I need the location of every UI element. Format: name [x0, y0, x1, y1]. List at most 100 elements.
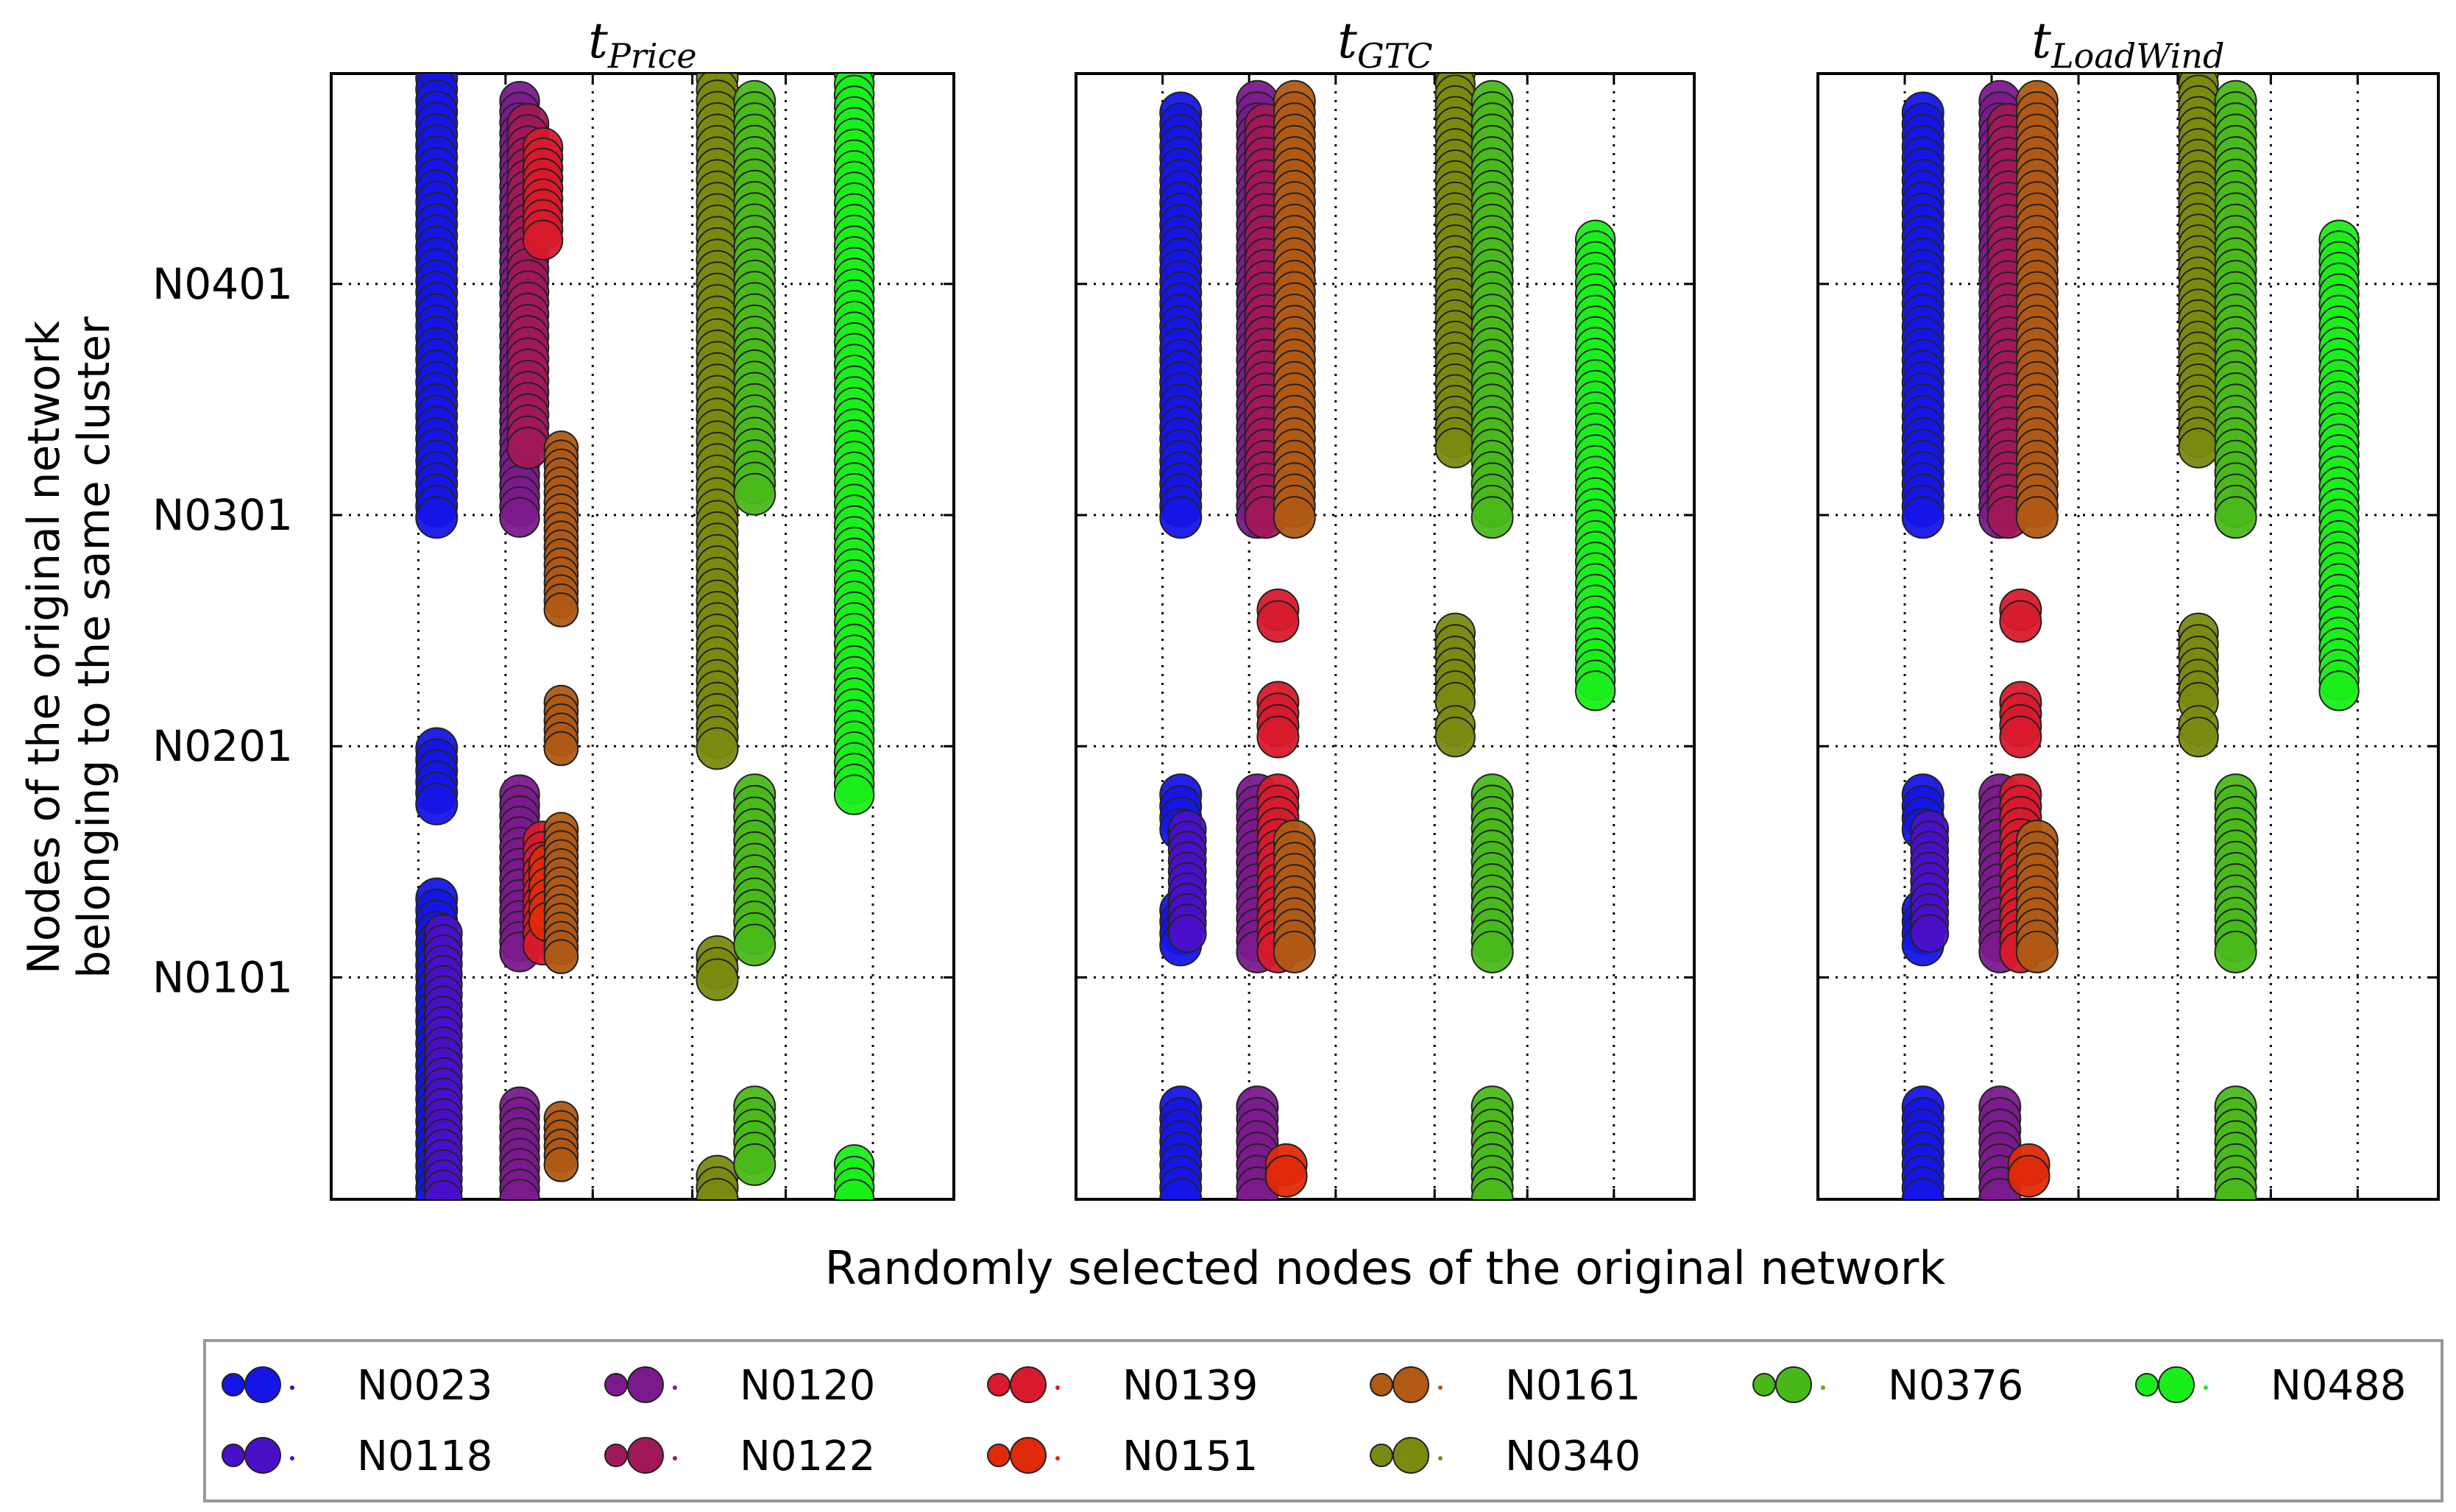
legend-marker-dot [673, 1385, 677, 1390]
legend-label: N0151 [1122, 1433, 1258, 1480]
legend-item-N0139: N0139 [987, 1362, 1258, 1410]
legend-item-N0340: N0340 [1370, 1433, 1641, 1480]
legend-marker-large [627, 1366, 664, 1403]
legend-label: N0118 [357, 1433, 492, 1480]
series-N0151 [1264, 1143, 1308, 1198]
legend-marker-small [1370, 1373, 1393, 1396]
y-axis-label: Nodes of the original network belonging … [18, 316, 120, 979]
data-point [2214, 1178, 2257, 1199]
panel-markers [1159, 74, 1616, 1199]
legend-item-N0120: N0120 [604, 1362, 875, 1410]
series-N0340 [2178, 74, 2219, 758]
panel-1: N0101 N0201 N0301 N0401 tPrice [152, 13, 955, 1201]
y-axis-label-line-1: Nodes of the original network [18, 321, 70, 975]
y-tick-label: N0301 [152, 490, 293, 540]
legend-item-N0376: N0376 [1752, 1362, 2023, 1410]
data-point [506, 426, 550, 469]
legend-marker-large [244, 1437, 281, 1474]
series-N0118 [423, 914, 463, 1199]
legend-label: N0023 [357, 1362, 492, 1410]
legend-marker-dot [2204, 1385, 2208, 1390]
legend-marker-small [1370, 1444, 1393, 1467]
series-N0488 [1574, 219, 1616, 711]
legend-marker-large [1392, 1366, 1429, 1403]
data-point [2318, 670, 2360, 711]
data-point [415, 496, 459, 539]
data-point [1256, 600, 1300, 643]
series-N0376 [1471, 79, 1514, 1199]
data-point [1471, 496, 1514, 539]
data-point [543, 731, 579, 767]
data-point [499, 497, 540, 538]
legend-marker-small [987, 1373, 1011, 1396]
legend-marker-large [1010, 1437, 1047, 1474]
data-point [1471, 930, 1514, 973]
data-point [2015, 496, 2059, 539]
data-point [1901, 496, 1944, 539]
series-N0488 [2318, 219, 2360, 711]
panel-title-base: t [588, 13, 608, 69]
data-point [1159, 1178, 1203, 1199]
panel-3: tLoadWind [1816, 13, 2440, 1201]
legend-marker-small [604, 1373, 628, 1396]
panel-title-subscript: Price [607, 36, 697, 76]
series-N0118 [1910, 809, 1950, 954]
series-N0340 [696, 74, 739, 1199]
panel-title: tPrice [588, 13, 696, 76]
panel-2: tGTC [1075, 13, 1696, 1201]
data-point [415, 782, 459, 826]
legend-label: N0122 [740, 1433, 875, 1480]
panel-title-subscript: LoadWind [2050, 36, 2224, 76]
data-point [696, 958, 739, 1001]
legend-item-N0151: N0151 [987, 1433, 1258, 1480]
legend-marker-dot [1055, 1456, 1060, 1460]
data-point [1273, 496, 1316, 539]
legend-marker-dot [290, 1456, 294, 1460]
legend-marker-dot [1055, 1385, 1060, 1390]
data-point [2178, 716, 2219, 758]
data-point [733, 1143, 776, 1186]
series-N0151 [2007, 1143, 2050, 1198]
series-N0340 [1434, 74, 1476, 758]
x-axis-label: Randomly selected nodes of the original … [825, 1241, 1946, 1295]
data-point [696, 1178, 739, 1199]
data-point [733, 472, 776, 516]
legend-marker-small [222, 1444, 245, 1467]
data-point [543, 939, 579, 974]
data-point [1999, 715, 2042, 759]
legend-item-N0161: N0161 [1370, 1362, 1641, 1410]
legend-marker-dot [290, 1385, 294, 1390]
y-tick-label: N0101 [152, 952, 293, 1002]
series-N0161 [543, 430, 579, 1182]
series-N0376 [2214, 79, 2257, 1199]
data-point [499, 1179, 540, 1199]
panel-title-subscript: GTC [1357, 36, 1433, 76]
data-point [1256, 715, 1300, 759]
panel-title: tLoadWind [2032, 13, 2225, 76]
legend-item-N0023: N0023 [222, 1362, 492, 1410]
data-point [833, 774, 875, 815]
legend-marker-small [987, 1444, 1011, 1467]
data-point [543, 1147, 579, 1182]
series-N0488 [833, 74, 875, 1199]
panel-title: tGTC [1337, 13, 1432, 76]
legend-marker-dot [1438, 1385, 1443, 1390]
legend-label: N0120 [740, 1362, 875, 1410]
legend-marker-large [2158, 1366, 2195, 1403]
series-N0118 [1167, 809, 1207, 954]
data-point [522, 219, 564, 260]
data-point [2007, 1154, 2050, 1198]
panel-markers [1901, 74, 2360, 1199]
legend-marker-large [1392, 1437, 1429, 1474]
legend-marker-large [627, 1437, 664, 1474]
y-tick-label: N0201 [152, 721, 293, 771]
legend-marker-small [2135, 1373, 2159, 1396]
data-point [1471, 1178, 1514, 1199]
data-point [543, 592, 579, 628]
legend: N0023 N0120 N0139 N0161 N0376 N0488 N0118 N0122… [203, 1339, 2443, 1502]
series-N0161 [1273, 79, 1316, 973]
legend-marker-large [244, 1366, 281, 1403]
data-point [1574, 670, 1616, 711]
legend-label: N0139 [1122, 1362, 1258, 1410]
